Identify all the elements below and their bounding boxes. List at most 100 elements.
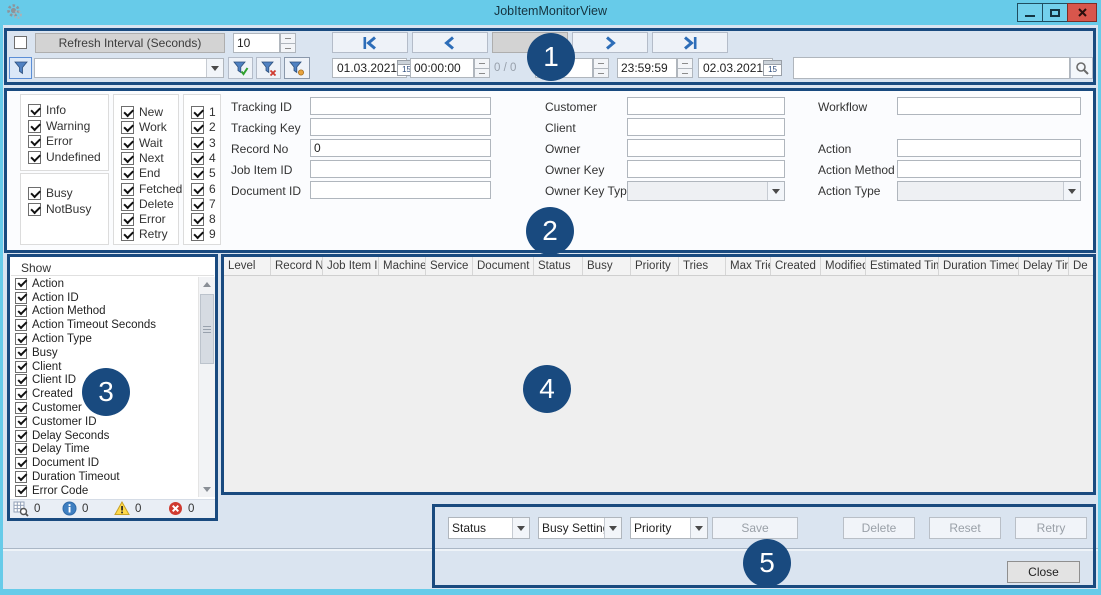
close-window-button[interactable]	[1067, 3, 1097, 22]
apply-filter-button[interactable]	[228, 57, 253, 79]
priority-checkbox-5[interactable]: 5	[191, 166, 216, 180]
filter-preset-combobox[interactable]	[34, 58, 224, 78]
customer-input[interactable]	[627, 97, 785, 115]
refresh-seconds-spinner[interactable]	[280, 33, 296, 53]
minimize-button[interactable]	[1017, 3, 1043, 22]
show-item[interactable]: Busy	[11, 346, 198, 360]
priority-checkbox-6[interactable]: 6	[191, 182, 216, 196]
scroll-up-button[interactable]	[199, 277, 215, 292]
close-button[interactable]: Close	[1007, 561, 1080, 583]
show-item[interactable]: Delay Seconds	[11, 429, 198, 443]
status-checkbox-delete[interactable]: Delete	[121, 197, 174, 211]
delete-button[interactable]: Delete	[843, 517, 915, 539]
level-checkbox-error[interactable]: Error	[28, 134, 73, 148]
dropdown-arrow-icon[interactable]	[1063, 182, 1080, 200]
show-item[interactable]: Action	[11, 277, 198, 291]
refresh-seconds-input[interactable]	[233, 33, 280, 53]
busy-checkbox-busy[interactable]: Busy	[28, 186, 73, 200]
show-item[interactable]: Action Type	[11, 332, 198, 346]
column-header-duration-timeout[interactable]: Duration Timeout	[939, 257, 1019, 275]
level-checkbox-info[interactable]: Info	[28, 103, 66, 117]
dropdown-arrow-icon[interactable]	[512, 518, 529, 538]
action-input[interactable]	[897, 139, 1081, 157]
dropdown-arrow-icon[interactable]	[767, 182, 784, 200]
owner-key-type-dropdown[interactable]	[627, 181, 785, 201]
level-checkbox-warning[interactable]: Warning	[28, 119, 90, 133]
owner-key-input[interactable]	[627, 160, 785, 178]
save-button[interactable]: Save	[712, 517, 798, 539]
status-checkbox-work[interactable]: Work	[121, 120, 167, 134]
page-size-spinner[interactable]	[593, 58, 609, 78]
owner-input[interactable]	[627, 139, 785, 157]
filter-toggle-button[interactable]	[9, 57, 32, 79]
time-from-field[interactable]	[410, 58, 474, 78]
priority-checkbox-9[interactable]: 9	[191, 227, 216, 241]
maximize-button[interactable]	[1042, 3, 1068, 22]
status-checkbox-wait[interactable]: Wait	[121, 136, 163, 150]
dropdown-arrow-icon[interactable]	[206, 59, 223, 77]
column-header-record-no[interactable]: Record No	[271, 257, 323, 275]
show-item[interactable]: Client	[11, 360, 198, 374]
show-item[interactable]: Document ID	[11, 456, 198, 470]
column-header-max-tries[interactable]: Max Tries	[726, 257, 771, 275]
status-checkbox-new[interactable]: New	[121, 105, 163, 119]
scroll-down-button[interactable]	[199, 482, 215, 497]
action-type-dropdown[interactable]	[897, 181, 1081, 201]
nav-prev-button[interactable]	[412, 32, 488, 53]
column-header-clipped[interactable]: De	[1069, 257, 1093, 275]
status-dropdown[interactable]: Status	[448, 517, 530, 539]
dropdown-arrow-icon[interactable]	[604, 518, 621, 538]
dropdown-arrow-icon[interactable]	[690, 518, 707, 538]
status-checkbox-fetched[interactable]: Fetched	[121, 182, 182, 196]
column-header-busy[interactable]: Busy	[583, 257, 631, 275]
workflow-input[interactable]	[897, 97, 1081, 115]
busy-checkbox-notbusy[interactable]: NotBusy	[28, 202, 91, 216]
quick-search-input[interactable]	[793, 57, 1070, 79]
show-item[interactable]: Delay Time	[11, 443, 198, 457]
refresh-interval-button[interactable]: Refresh Interval (Seconds)	[35, 33, 225, 53]
show-list-scrollbar[interactable]	[198, 277, 215, 497]
record-no-input[interactable]	[310, 139, 491, 157]
search-button[interactable]	[1070, 57, 1093, 79]
show-item[interactable]: Duration Timeout	[11, 470, 198, 484]
column-header-job-item-id[interactable]: Job Item ID	[323, 257, 379, 275]
priority-checkbox-3[interactable]: 3	[191, 136, 216, 150]
column-header-service[interactable]: Service	[426, 257, 473, 275]
action-method-input[interactable]	[897, 160, 1081, 178]
date-to-field[interactable]: 02.03.2021 15	[698, 58, 783, 78]
nav-first-button[interactable]	[332, 32, 408, 53]
time-from-spinner[interactable]	[474, 58, 490, 78]
clear-filter-button[interactable]	[256, 57, 281, 79]
priority-checkbox-8[interactable]: 8	[191, 212, 216, 226]
time-to-spinner[interactable]	[677, 58, 693, 78]
busy-setting-dropdown[interactable]: Busy Setting	[538, 517, 622, 539]
priority-checkbox-2[interactable]: 2	[191, 120, 216, 134]
tracking-key-input[interactable]	[310, 118, 491, 136]
status-checkbox-next[interactable]: Next	[121, 151, 164, 165]
priority-checkbox-1[interactable]: 1	[191, 105, 216, 119]
job-item-id-input[interactable]	[310, 160, 491, 178]
refresh-enable-checkbox[interactable]	[14, 36, 27, 49]
level-checkbox-undefined[interactable]: Undefined	[28, 150, 101, 164]
show-item[interactable]: Client ID	[11, 374, 198, 388]
column-header-tries[interactable]: Tries	[679, 257, 726, 275]
edit-filter-button[interactable]	[284, 57, 310, 79]
status-checkbox-error[interactable]: Error	[121, 212, 166, 226]
document-id-input[interactable]	[310, 181, 491, 199]
column-header-level[interactable]: Level	[224, 257, 271, 275]
column-header-created[interactable]: Created	[771, 257, 821, 275]
show-item[interactable]: Action Timeout Seconds	[11, 318, 198, 332]
calendar-icon[interactable]: 15	[763, 60, 783, 76]
status-checkbox-retry[interactable]: Retry	[121, 227, 168, 241]
retry-button[interactable]: Retry	[1015, 517, 1087, 539]
nav-next-button[interactable]	[572, 32, 648, 53]
nav-last-button[interactable]	[652, 32, 728, 53]
reset-button[interactable]: Reset	[929, 517, 1001, 539]
show-item[interactable]: Action Method	[11, 305, 198, 319]
column-header-priority[interactable]: Priority	[631, 257, 679, 275]
show-item[interactable]: Action ID	[11, 291, 198, 305]
priority-dropdown[interactable]: Priority	[630, 517, 708, 539]
priority-checkbox-7[interactable]: 7	[191, 197, 216, 211]
column-header-machine[interactable]: Machine	[379, 257, 426, 275]
show-item[interactable]: Customer ID	[11, 415, 198, 429]
